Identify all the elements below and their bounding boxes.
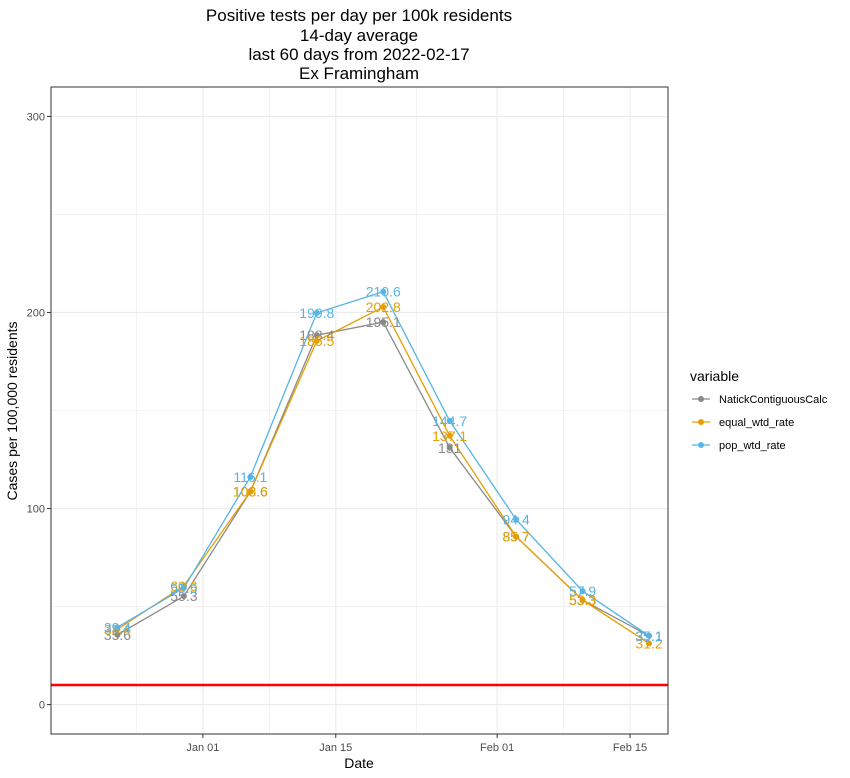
legend-key-point bbox=[698, 419, 704, 425]
x-axis-title: Date bbox=[344, 755, 374, 771]
data-point-NatickContiguousCalc bbox=[313, 332, 320, 339]
y-axis-title: Cases per 100,000 residents bbox=[4, 322, 20, 501]
data-labels: 35.6 55.3 108.6 188.4 195.1 131 85.7 53.3 35.1 38… bbox=[104, 284, 663, 652]
legend: variable NatickContiguousCalc equal_wtd_r… bbox=[690, 368, 828, 452]
data-point-pop_wtd_rate bbox=[114, 624, 121, 631]
data-label-pop_wtd_rate: 35.1 bbox=[635, 628, 662, 644]
y-tick-label: 0 bbox=[39, 700, 45, 712]
data-point-equal_wtd_rate bbox=[513, 533, 520, 540]
y-tick-label: 200 bbox=[27, 307, 45, 319]
data-point-equal_wtd_rate bbox=[579, 597, 586, 604]
data-label-equal_wtd_rate: 38.4 bbox=[104, 621, 131, 637]
legend-key-point bbox=[698, 396, 704, 402]
data-label-NatickContiguousCalc: 35.6 bbox=[104, 627, 131, 643]
legend-key-point bbox=[698, 442, 704, 448]
data-label-equal_wtd_rate: 108.6 bbox=[233, 484, 268, 500]
data-point-equal_wtd_rate bbox=[247, 488, 254, 495]
data-point-equal_wtd_rate bbox=[380, 303, 387, 310]
data-label-pop_wtd_rate: 144.7 bbox=[432, 413, 467, 429]
data-label-NatickContiguousCalc: 85.7 bbox=[502, 529, 529, 545]
x-axis: Jan 01 Jan 15 Feb 01 Feb 15 bbox=[186, 734, 647, 754]
data-point-pop_wtd_rate bbox=[579, 588, 586, 595]
data-point-equal_wtd_rate bbox=[313, 337, 320, 344]
data-label-pop_wtd_rate: 116.1 bbox=[233, 469, 267, 485]
y-tick-label: 100 bbox=[27, 504, 45, 516]
legend-title: variable bbox=[690, 368, 739, 384]
data-point-equal_wtd_rate bbox=[446, 432, 453, 439]
data-label-equal_wtd_rate: 185.5 bbox=[299, 333, 334, 349]
x-tick-label: Feb 15 bbox=[613, 742, 647, 754]
data-label-pop_wtd_rate: 94.4 bbox=[502, 512, 529, 528]
data-label-NatickContiguousCalc: 35.1 bbox=[635, 628, 662, 644]
data-label-NatickContiguousCalc: 108.6 bbox=[233, 484, 268, 500]
data-label-pop_wtd_rate: 57.9 bbox=[569, 583, 596, 599]
data-point-NatickContiguousCalc bbox=[380, 319, 387, 326]
data-point-pop_wtd_rate bbox=[513, 516, 520, 523]
data-point-pop_wtd_rate bbox=[313, 309, 320, 316]
major-gridlines bbox=[51, 87, 668, 734]
title-line-4: Ex Framingham bbox=[299, 64, 419, 83]
legend-item-label: NatickContiguousCalc bbox=[719, 394, 828, 406]
data-point-pop_wtd_rate bbox=[380, 288, 387, 295]
chart-title: Positive tests per day per 100k resident… bbox=[206, 6, 512, 83]
plot-panel-border bbox=[50, 86, 669, 735]
legend-item-label: equal_wtd_rate bbox=[719, 417, 794, 429]
data-label-pop_wtd_rate: 199.8 bbox=[299, 305, 334, 321]
data-label-equal_wtd_rate: 85.7 bbox=[502, 529, 529, 545]
data-point-pop_wtd_rate bbox=[646, 632, 653, 639]
data-point-equal_wtd_rate bbox=[646, 640, 653, 647]
y-tick-label: 300 bbox=[27, 111, 45, 123]
data-point-NatickContiguousCalc bbox=[180, 593, 187, 600]
data-label-NatickContiguousCalc: 188.4 bbox=[299, 327, 334, 343]
title-line-3: last 60 days from 2022-02-17 bbox=[248, 45, 469, 64]
data-point-NatickContiguousCalc bbox=[114, 631, 121, 638]
title-line-1: Positive tests per day per 100k resident… bbox=[206, 6, 512, 25]
data-label-equal_wtd_rate: 60.6 bbox=[170, 578, 197, 594]
data-point-NatickContiguousCalc bbox=[446, 444, 453, 451]
minor-gridlines bbox=[51, 87, 668, 734]
data-label-NatickContiguousCalc: 195.1 bbox=[366, 314, 401, 330]
data-label-NatickContiguousCalc: 131 bbox=[438, 440, 462, 456]
data-point-pop_wtd_rate bbox=[446, 417, 453, 424]
data-label-equal_wtd_rate: 31.2 bbox=[635, 635, 662, 651]
data-label-pop_wtd_rate: 59.5 bbox=[170, 580, 197, 596]
data-label-pop_wtd_rate: 210.6 bbox=[366, 284, 401, 300]
x-tick-label: Feb 01 bbox=[480, 742, 514, 754]
x-tick-label: Jan 01 bbox=[186, 742, 219, 754]
data-label-equal_wtd_rate: 137.1 bbox=[432, 428, 467, 444]
legend-item-label: pop_wtd_rate bbox=[719, 440, 786, 452]
data-point-pop_wtd_rate bbox=[180, 584, 187, 591]
data-point-pop_wtd_rate bbox=[247, 473, 254, 480]
data-label-equal_wtd_rate: 53.3 bbox=[569, 592, 596, 608]
data-label-equal_wtd_rate: 202.8 bbox=[366, 299, 401, 315]
x-tick-label: Jan 15 bbox=[319, 742, 352, 754]
series-points bbox=[114, 288, 653, 647]
data-label-NatickContiguousCalc: 55.3 bbox=[170, 588, 197, 604]
title-line-2: 14-day average bbox=[300, 26, 418, 45]
data-label-NatickContiguousCalc: 53.3 bbox=[569, 592, 596, 608]
y-axis: 0 100 200 300 bbox=[27, 111, 51, 712]
data-label-pop_wtd_rate: 39.4 bbox=[104, 619, 131, 635]
